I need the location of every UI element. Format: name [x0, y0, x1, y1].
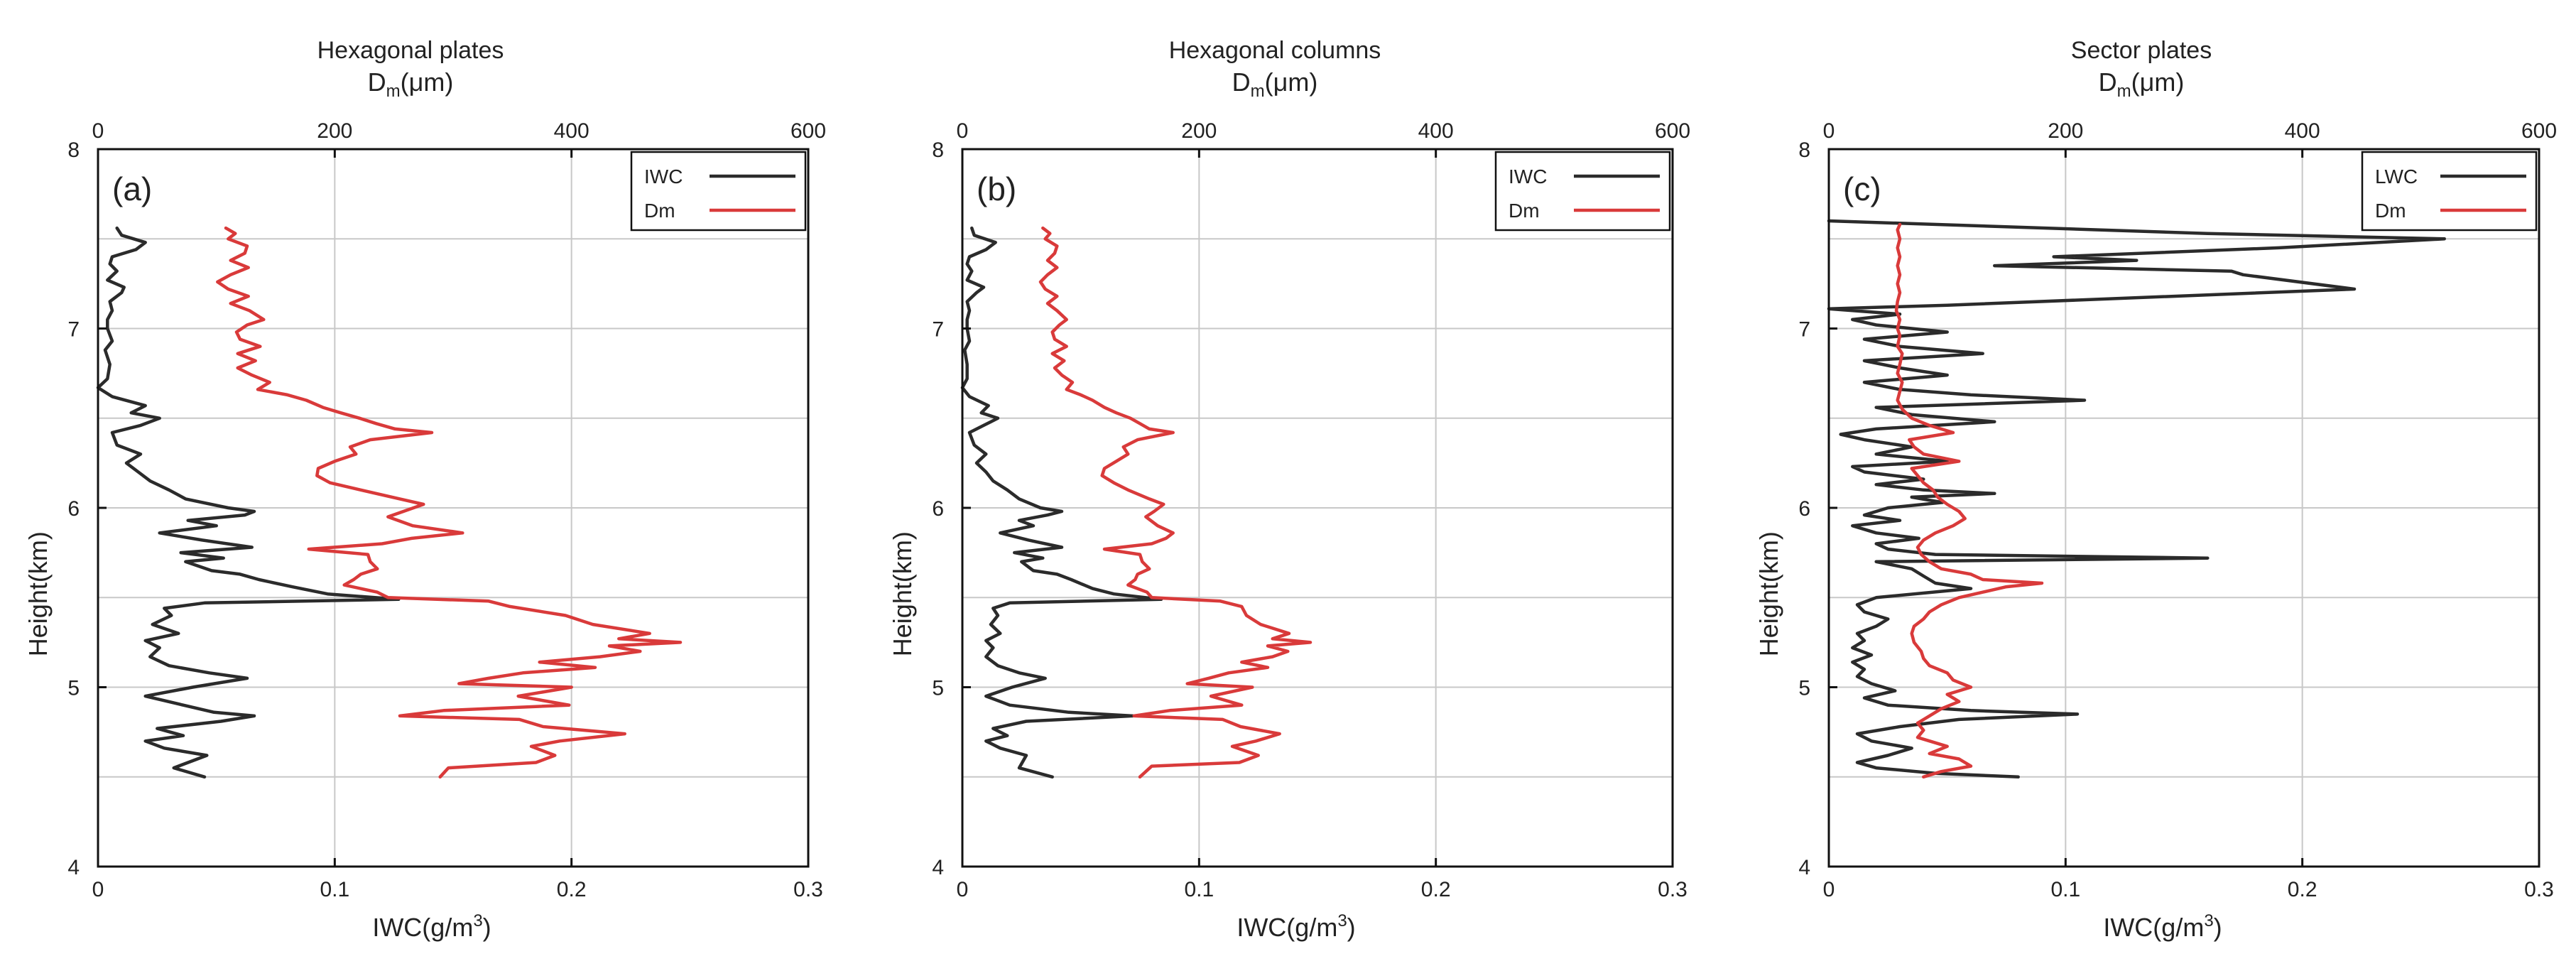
- y-tick-label: 4: [932, 856, 944, 879]
- panel-letter: (c): [1843, 170, 1881, 207]
- panel-letter: (a): [112, 170, 152, 207]
- x2-tick-label: 600: [790, 119, 826, 143]
- top-axis-label-sub: m: [1251, 82, 1265, 101]
- x2-tick-label: 600: [1655, 119, 1690, 143]
- x-axis-label-end: ): [2214, 913, 2222, 942]
- x2-tick-label: 400: [2285, 119, 2320, 143]
- x2-tick-label: 200: [317, 119, 352, 143]
- y-tick-label: 8: [1798, 139, 1810, 162]
- legend-label: IWC: [1509, 165, 1547, 188]
- top-axis-label-main: D: [2099, 67, 2117, 97]
- y-tick-label: 4: [67, 856, 80, 879]
- x2-tick-label: 0: [957, 119, 969, 143]
- legend-box: [1494, 151, 1671, 232]
- top-axis-label-sub: m: [2117, 82, 2131, 101]
- y-tick-label: 6: [1798, 497, 1810, 521]
- x2-tick-label: 200: [1181, 119, 1217, 143]
- legend-box: [630, 151, 807, 232]
- y-axis-label: Height(km): [23, 531, 53, 656]
- y-tick-label: 5: [932, 677, 944, 700]
- series-line-lwc: [1827, 219, 2446, 779]
- top-axis-label: Dm(μm): [368, 67, 454, 101]
- chart-panel-a: 0 0.1 0.2 0.3 0 200 400 600 4 5 6 7 8 Hexagonal plate…: [23, 37, 826, 942]
- x-tick-label: 0.1: [2050, 878, 2080, 901]
- y-tick-label: 7: [67, 318, 80, 342]
- x-axis-label-sup: 3: [2204, 911, 2213, 930]
- x-tick-label: 0.1: [1184, 878, 1214, 901]
- panel-title: Hexagonal plates: [317, 37, 504, 64]
- panel-title: Hexagonal columns: [1169, 37, 1381, 64]
- y-tick-label: 6: [67, 497, 80, 521]
- x-tick-label: 0: [957, 878, 969, 901]
- x-tick-label: 0.3: [1658, 878, 1688, 901]
- top-axis-label-suffix: (μm): [401, 67, 454, 97]
- legend-label: Dm: [644, 200, 675, 222]
- panel-title: Sector plates: [2071, 37, 2212, 64]
- top-axis-label: Dm(μm): [2099, 67, 2185, 101]
- legend-label: Dm: [2375, 200, 2406, 222]
- y-tick-label: 8: [67, 139, 80, 162]
- top-axis-label-main: D: [368, 67, 386, 97]
- x2-tick-label: 600: [2521, 119, 2557, 143]
- x-axis-label: IWC(g/m3): [1237, 911, 1355, 942]
- y-tick-label: 7: [1798, 318, 1810, 342]
- x2-tick-label: 400: [554, 119, 589, 143]
- x-axis-label: IWC(g/m3): [372, 911, 491, 942]
- x-axis-label-main: IWC(g/m: [1237, 913, 1337, 942]
- legend-box: [2361, 151, 2538, 232]
- series-line-iwc: [96, 226, 401, 779]
- top-axis-label-suffix: (μm): [2131, 67, 2185, 97]
- top-axis-label-suffix: (μm): [1265, 67, 1318, 97]
- top-axis-label: Dm(μm): [1232, 67, 1318, 101]
- x2-tick-label: 200: [2048, 119, 2083, 143]
- legend: IWC Dm: [630, 151, 807, 232]
- x2-tick-label: 400: [1418, 119, 1454, 143]
- x2-tick-label: 0: [92, 119, 104, 143]
- x2-tick-label: 0: [1823, 119, 1835, 143]
- top-axis-label-main: D: [1232, 67, 1251, 97]
- x-tick-label: 0.2: [1421, 878, 1451, 901]
- x-tick-label: 0: [1823, 878, 1835, 901]
- y-tick-label: 5: [1798, 677, 1810, 700]
- y-axis-label: Height(km): [1754, 531, 1783, 656]
- x-axis-label: IWC(g/m3): [2103, 911, 2222, 942]
- y-tick-label: 7: [932, 318, 944, 342]
- x-axis-label-sup: 3: [1337, 911, 1347, 930]
- y-tick-label: 8: [932, 139, 944, 162]
- y-tick-label: 4: [1798, 856, 1810, 879]
- series-line-dm: [1038, 226, 1313, 779]
- legend: LWC Dm: [2361, 151, 2538, 232]
- x-tick-label: 0: [92, 878, 104, 901]
- chart-panel-c: 0 0.1 0.2 0.3 0 200 400 600 4 5 6 7 8 Sector plates Dm…: [1754, 37, 2557, 942]
- x-axis-label-sup: 3: [473, 911, 482, 930]
- x-axis-label-end: ): [483, 913, 491, 942]
- x-tick-label: 0.1: [320, 878, 349, 901]
- top-axis-label-sub: m: [386, 82, 401, 101]
- series-line-dm: [216, 226, 683, 779]
- x-tick-label: 0.3: [2524, 878, 2554, 901]
- y-axis-label: Height(km): [888, 531, 917, 656]
- x-tick-label: 0.2: [557, 878, 587, 901]
- x-tick-label: 0.3: [793, 878, 823, 901]
- x-axis-label-main: IWC(g/m: [2103, 913, 2204, 942]
- y-tick-label: 5: [67, 677, 80, 700]
- series-line-dm: [1894, 222, 2044, 779]
- x-axis-label-main: IWC(g/m: [372, 913, 473, 942]
- x-tick-label: 0.2: [2288, 878, 2317, 901]
- legend: IWC Dm: [1494, 151, 1671, 232]
- legend-label: LWC: [2375, 165, 2418, 188]
- y-tick-label: 6: [932, 497, 944, 521]
- legend-label: Dm: [1509, 200, 1540, 222]
- panel-letter: (b): [977, 170, 1016, 207]
- series-line-iwc: [960, 226, 1163, 779]
- x-axis-label-end: ): [1347, 913, 1356, 942]
- chart-panel-b: 0 0.1 0.2 0.3 0 200 400 600 4 5 6 7 8 Hexagonal colum…: [888, 37, 1690, 942]
- legend-label: IWC: [644, 165, 683, 188]
